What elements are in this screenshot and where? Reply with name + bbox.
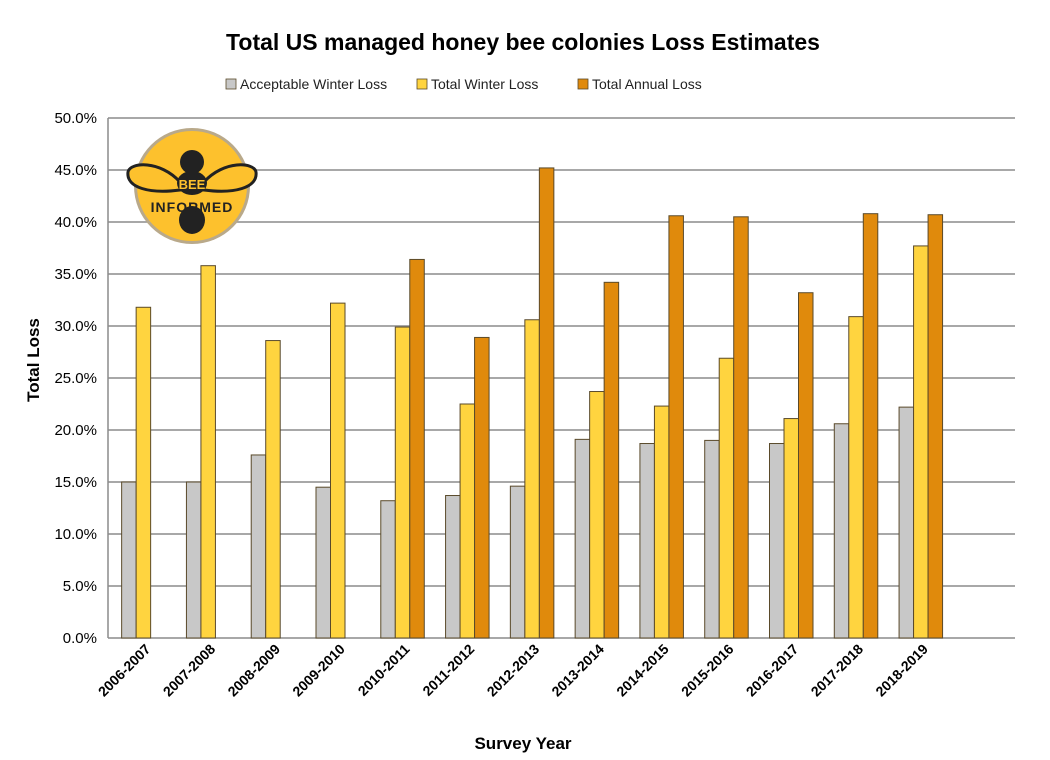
bar-total-winter-loss bbox=[394, 326, 411, 639]
legend: Acceptable Winter Loss Total Winter Loss T… bbox=[225, 76, 702, 92]
bar-total-annual-loss bbox=[862, 213, 879, 639]
x-tick-label: 2017-2018 bbox=[808, 641, 867, 700]
x-tick-labels: 2006-2007 2007-2008 2008-2009 2009-2010 2010… bbox=[95, 641, 931, 700]
bar-total-winter-loss bbox=[913, 245, 929, 639]
x-tick-label: 2016-2017 bbox=[743, 641, 802, 700]
x-axis-title: Survey Year bbox=[474, 734, 571, 753]
x-tick-label: 2018-2019 bbox=[872, 641, 931, 700]
bar-acceptable-winter-loss bbox=[898, 406, 915, 639]
x-tick-label: 2011-2012 bbox=[419, 641, 477, 699]
bar-acceptable-winter-loss bbox=[121, 481, 137, 639]
y-tick-label: 35.0% bbox=[54, 266, 97, 283]
x-tick-label: 2006-2007 bbox=[95, 641, 154, 700]
bar-acceptable-winter-loss bbox=[250, 454, 267, 639]
y-tick-label: 40.0% bbox=[54, 214, 97, 231]
x-tick-label: 2010-2011 bbox=[355, 641, 413, 699]
y-tick-label: 45.0% bbox=[54, 162, 97, 179]
bar-acceptable-winter-loss bbox=[704, 439, 720, 639]
x-tick-label: 2014-2015 bbox=[613, 641, 672, 700]
bar-total-annual-loss bbox=[474, 336, 490, 639]
chart-title: Total US managed honey bee colonies Loss… bbox=[226, 29, 820, 55]
logo-text: BEE bbox=[179, 177, 206, 192]
legend-swatch bbox=[577, 78, 589, 90]
bar-acceptable-winter-loss bbox=[509, 485, 526, 639]
gridlines: 0.0% 5.0% 10.0% 15.0% 20.0% 25.0% 30.0% 35.0% 40… bbox=[54, 110, 1015, 647]
bar-acceptable-winter-loss bbox=[639, 443, 655, 639]
legend-swatch bbox=[416, 78, 428, 90]
legend-label: Total Winter Loss bbox=[431, 76, 538, 92]
bar-total-winter-loss bbox=[330, 302, 346, 639]
y-tick-label: 15.0% bbox=[54, 474, 97, 491]
x-tick-label: 2007-2008 bbox=[160, 641, 219, 700]
x-tick-label: 2009-2010 bbox=[289, 641, 348, 700]
bar-acceptable-winter-loss bbox=[769, 443, 785, 639]
bar-total-annual-loss bbox=[733, 216, 749, 639]
bar-total-winter-loss bbox=[265, 340, 281, 639]
bar-total-annual-loss bbox=[798, 292, 814, 639]
bar-total-winter-loss bbox=[848, 316, 864, 639]
bar-total-winter-loss bbox=[589, 391, 605, 639]
x-tick-label: 2015-2016 bbox=[678, 641, 737, 700]
bar-acceptable-winter-loss bbox=[445, 495, 461, 639]
bar-total-winter-loss bbox=[135, 306, 152, 639]
bar-total-winter-loss bbox=[718, 357, 735, 639]
bar-acceptable-winter-loss bbox=[185, 481, 202, 639]
bar-acceptable-winter-loss bbox=[315, 486, 331, 639]
y-tick-label: 10.0% bbox=[54, 526, 97, 543]
bar-acceptable-winter-loss bbox=[380, 500, 396, 639]
logo-text: INFORMED bbox=[151, 199, 234, 215]
x-tick-label: 2008-2009 bbox=[224, 641, 283, 700]
legend-swatch bbox=[225, 78, 237, 90]
bar-total-annual-loss bbox=[927, 214, 944, 639]
x-tick-label: 2013-2014 bbox=[548, 641, 607, 700]
legend-label: Acceptable Winter Loss bbox=[240, 76, 387, 92]
y-tick-label: 30.0% bbox=[54, 318, 97, 335]
bar-total-annual-loss bbox=[603, 281, 620, 639]
bee-informed-logo: BEE INFORMED bbox=[126, 128, 258, 244]
bar-total-annual-loss bbox=[409, 258, 425, 639]
y-tick-label: 5.0% bbox=[63, 578, 97, 595]
bar-acceptable-winter-loss bbox=[833, 423, 850, 639]
y-tick-label: 20.0% bbox=[54, 422, 97, 439]
x-tick-label: 2012-2013 bbox=[484, 641, 543, 700]
bar-total-annual-loss bbox=[668, 215, 684, 639]
bars bbox=[121, 167, 944, 639]
bar-total-winter-loss bbox=[524, 319, 540, 639]
bar-total-annual-loss bbox=[538, 167, 555, 639]
y-axis-title: Total Loss bbox=[24, 318, 43, 402]
bar-total-winter-loss bbox=[783, 418, 799, 639]
legend-label: Total Annual Loss bbox=[592, 76, 702, 92]
bar-acceptable-winter-loss bbox=[574, 438, 591, 639]
y-tick-label: 0.0% bbox=[63, 630, 97, 647]
bar-total-winter-loss bbox=[653, 405, 670, 639]
y-tick-label: 25.0% bbox=[54, 370, 97, 387]
y-tick-label: 50.0% bbox=[54, 110, 97, 127]
bar-total-winter-loss bbox=[459, 403, 476, 639]
bar-total-winter-loss bbox=[200, 265, 216, 639]
